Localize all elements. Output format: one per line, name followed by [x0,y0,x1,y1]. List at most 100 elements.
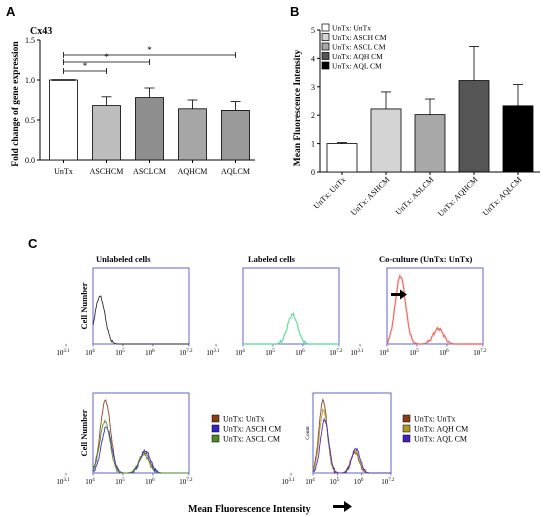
histogram-halo [243,310,339,347]
histogram-xtick-label: 106 [439,349,449,357]
histogram-xtick-label: 107.2 [381,478,395,486]
panel-b-ytick-label: 5 [311,26,315,35]
panel-a-chart: Cx43 Fold change of gene expression 0.0 0… [11,26,255,176]
panel-b-category-label: UnTx: ASLCM [394,175,436,217]
histogram-frame [92,267,190,345]
histogram-xtick-label: 103.1 [56,349,70,357]
histogram-title: Unlabeled cells [96,254,151,264]
panel-a-category-label: AQHCM [178,167,208,176]
histogram-curve [243,312,339,345]
histogram-halo [385,272,483,346]
histogram-xtick-label: 105 [115,478,125,486]
histogram-legend-label: UnTx: ASCH CM [223,425,281,434]
panel-a-category-label: ASCHCM [90,167,124,176]
histogram-xtick-label: 105 [265,349,275,357]
panel-b-legend-label: UnTx: AQL CM [332,62,382,71]
histogram-curve [312,408,391,474]
panel-b-ytick-label: 4 [311,54,315,63]
histogram-xtick-label: 104 [305,478,315,486]
histogram-legend-label: UnTx: ASCL CM [223,435,280,444]
histogram-curve [92,419,189,474]
histogram-legend-label: UnTx: UnTx [223,415,265,424]
panel-a-category-label: AQLCM [221,167,250,176]
histogram-xtick-label: 104 [85,478,95,486]
panel-a-ylabel: Fold change of gene expression [11,41,21,167]
histogram-curve [92,295,189,345]
histogram-legend-label: UnTx: UnTx [414,415,456,424]
histogram-legend-swatch [402,414,411,423]
histogram-xtick-label: 107.2 [473,349,487,357]
panel-b-ytick-label: 3 [311,83,315,92]
histogram-xtick-label: 103.1 [206,349,220,357]
panel-b-legend-swatch [321,61,330,70]
panel-a-bar [221,110,250,161]
histogram-xtick-label: 107.2 [329,349,343,357]
panel-a-ytick-label: 0.0 [25,156,35,165]
panel-b-category-label: UnTx: UnTx [312,175,348,211]
histogram-title: Co-culture (UnTx: UnTx) [379,254,473,264]
panel-c-ylabel-top: Cell Number [79,282,89,329]
panel-letter-c: C [28,236,38,251]
histogram-legend-swatch [402,424,411,433]
panel-b-legend-label: UnTx: ASCH CM [332,33,387,42]
histogram-curve [386,274,483,345]
panel-b-ylabel: Mean Fluorescence Intensity [293,50,303,167]
histogram-xtick-label: 106 [354,478,364,486]
panel-b-bar [326,143,358,173]
panel-c-ylabel-bottom: Cell Number [79,409,89,456]
histogram-frame [312,392,392,474]
panel-a-bar [135,97,164,161]
histogram-xtick-label: 105 [409,349,419,357]
panel-b-legend-label: UnTx: UnTx [332,24,371,33]
panel-a-ytick-label: 0.5 [25,116,35,125]
histogram-xtick-label: 105 [115,349,125,357]
histogram-title: Labeled cells [248,254,296,264]
histogram-legend-swatch [402,434,411,443]
panel-b-category-label: UnTx: AQLCM [481,175,524,218]
panel-b-ytick-label: 2 [311,111,315,120]
histogram-curve [312,417,391,474]
panel-b-legend-swatch [321,42,330,51]
histogram-xtick-label: 107.2 [179,349,193,357]
histogram-xtick-label: 106 [145,478,155,486]
co-culture-arrow [391,293,401,296]
histogram-xtick-label: 104 [235,349,245,357]
histogram-frame [386,267,484,345]
panel-b-bar [414,114,446,173]
panel-a-ytick-label: 1.5 [25,36,35,45]
panel-b-category-label: UnTx: AQHCM [436,175,479,218]
panel-b-legend-swatch [321,23,330,32]
histogram-legend-label: UnTx: AQH CM [414,425,468,434]
panel-b-bar [370,108,402,173]
panel-a-ytick-label: 1.0 [25,76,35,85]
panel-c-xlabel: Mean Fluorescence Intensity [188,504,311,515]
co-culture-arrow-head [400,289,407,300]
histogram-xtick-label: 103.1 [56,478,70,486]
histogram-curve [92,426,189,474]
histogram-xtick-label: 107.2 [179,478,193,486]
histogram-xtick-label: 103.1 [281,478,295,486]
panel-b-ytick-label: 1 [311,140,315,149]
panel-b-bar [458,80,490,173]
panel-b-legend-label: UnTx: AQH CM [332,52,383,61]
histogram-panel: 103.1 104 105 106 107.2 Labeled cells [206,254,343,357]
panel-letter-b: B [290,4,299,19]
panel-b-category-label: UnTx: ASHCM [349,175,391,217]
panel-b-chart: Mean Fluorescence Intensity 0 1 2 3 4 5 UnTx: … [293,23,540,218]
histogram-legend-label: UnTx: AQL CM [414,435,467,444]
histogram-frame [92,392,190,474]
histogram-legend-swatch [211,424,220,433]
histogram-xtick-label: 106 [145,349,155,357]
panel-c-ylabel-alt: Count [305,426,311,440]
histogram-legend-swatch [211,414,220,423]
panel-a-significance-star: * [147,45,152,55]
histogram-panel: 103.1 104 105 106 107.2 Unlabeled cells [56,254,193,357]
histogram-panel: 103.1 104 105 106 107.2 Co-culture (UnTx: UnT… [350,254,487,357]
histogram-xtick-label: 106 [295,349,305,357]
panel-c-histograms: Mean Fluorescence Intensity 103.1 104 105 1… [56,254,487,515]
panel-a-category-label: UnTx [54,167,73,176]
panel-letter-a: A [6,4,16,19]
panel-a-bar [178,108,207,161]
